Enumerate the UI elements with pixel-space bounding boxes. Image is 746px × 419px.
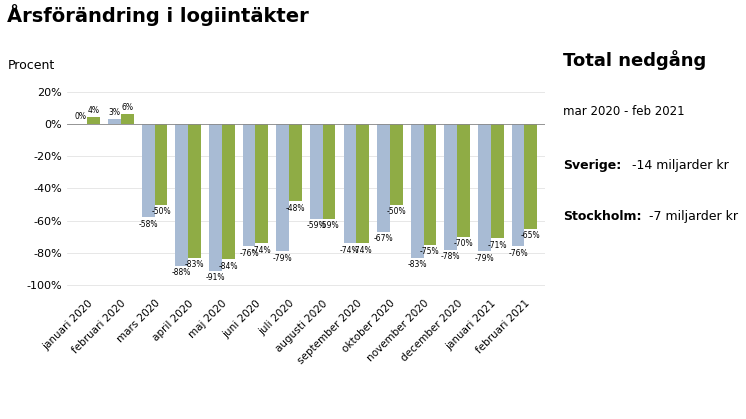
Bar xyxy=(457,124,470,237)
Bar xyxy=(390,124,403,204)
Bar xyxy=(255,124,269,243)
Text: Sverige:: Sverige: xyxy=(563,159,621,172)
Bar xyxy=(357,124,369,243)
Text: 0%: 0% xyxy=(75,112,87,122)
Bar xyxy=(411,124,424,258)
Bar xyxy=(445,124,457,250)
Bar xyxy=(142,124,154,217)
Legend: Stockholm, Sverige: Stockholm, Sverige xyxy=(213,416,399,419)
Bar xyxy=(323,124,336,219)
Text: -59%: -59% xyxy=(307,222,326,230)
Text: -88%: -88% xyxy=(172,268,192,277)
Text: mar 2020 - feb 2021: mar 2020 - feb 2021 xyxy=(563,105,685,118)
Text: -50%: -50% xyxy=(151,207,171,216)
Text: -79%: -79% xyxy=(273,254,292,263)
Bar xyxy=(276,124,289,251)
Text: -83%: -83% xyxy=(407,260,427,269)
Text: -70%: -70% xyxy=(454,239,474,248)
Text: Stockholm:: Stockholm: xyxy=(563,210,642,222)
Bar xyxy=(222,124,234,259)
Text: Årsförändring i logiintäkter: Årsförändring i logiintäkter xyxy=(7,4,309,26)
Text: -91%: -91% xyxy=(206,273,225,282)
Bar xyxy=(478,124,491,251)
Text: 4%: 4% xyxy=(88,106,100,115)
Bar xyxy=(188,124,201,258)
Text: -71%: -71% xyxy=(487,241,507,250)
Bar xyxy=(491,124,504,238)
Bar xyxy=(242,124,255,246)
Bar xyxy=(310,124,323,219)
Text: -50%: -50% xyxy=(386,207,406,216)
Text: -78%: -78% xyxy=(441,252,460,261)
Text: -65%: -65% xyxy=(521,231,541,240)
Bar xyxy=(121,114,134,124)
Bar xyxy=(524,124,537,229)
Bar xyxy=(343,124,357,243)
Bar xyxy=(154,124,167,204)
Text: Procent: Procent xyxy=(7,59,54,72)
Bar xyxy=(87,117,100,124)
Bar xyxy=(108,119,121,124)
Text: -84%: -84% xyxy=(219,262,238,271)
Text: -48%: -48% xyxy=(286,204,305,213)
Text: 3%: 3% xyxy=(109,108,121,116)
Text: -79%: -79% xyxy=(474,254,494,263)
Text: -76%: -76% xyxy=(239,249,259,258)
Bar xyxy=(377,124,390,232)
Text: -74%: -74% xyxy=(252,246,272,255)
Text: -14 miljarder kr: -14 miljarder kr xyxy=(632,159,729,172)
Text: -74%: -74% xyxy=(340,246,360,255)
Text: -59%: -59% xyxy=(319,222,339,230)
Text: -76%: -76% xyxy=(508,249,528,258)
Bar xyxy=(424,124,436,245)
Text: -75%: -75% xyxy=(420,247,439,256)
Bar xyxy=(175,124,188,266)
Text: -74%: -74% xyxy=(353,246,372,255)
Bar xyxy=(512,124,524,246)
Bar xyxy=(289,124,302,201)
Text: Total nedgång: Total nedgång xyxy=(563,50,706,70)
Bar xyxy=(209,124,222,271)
Text: -67%: -67% xyxy=(374,234,393,243)
Text: 6%: 6% xyxy=(122,103,134,112)
Text: -58%: -58% xyxy=(139,220,158,229)
Text: -83%: -83% xyxy=(185,260,204,269)
Text: -7 miljarder kr: -7 miljarder kr xyxy=(649,210,738,222)
